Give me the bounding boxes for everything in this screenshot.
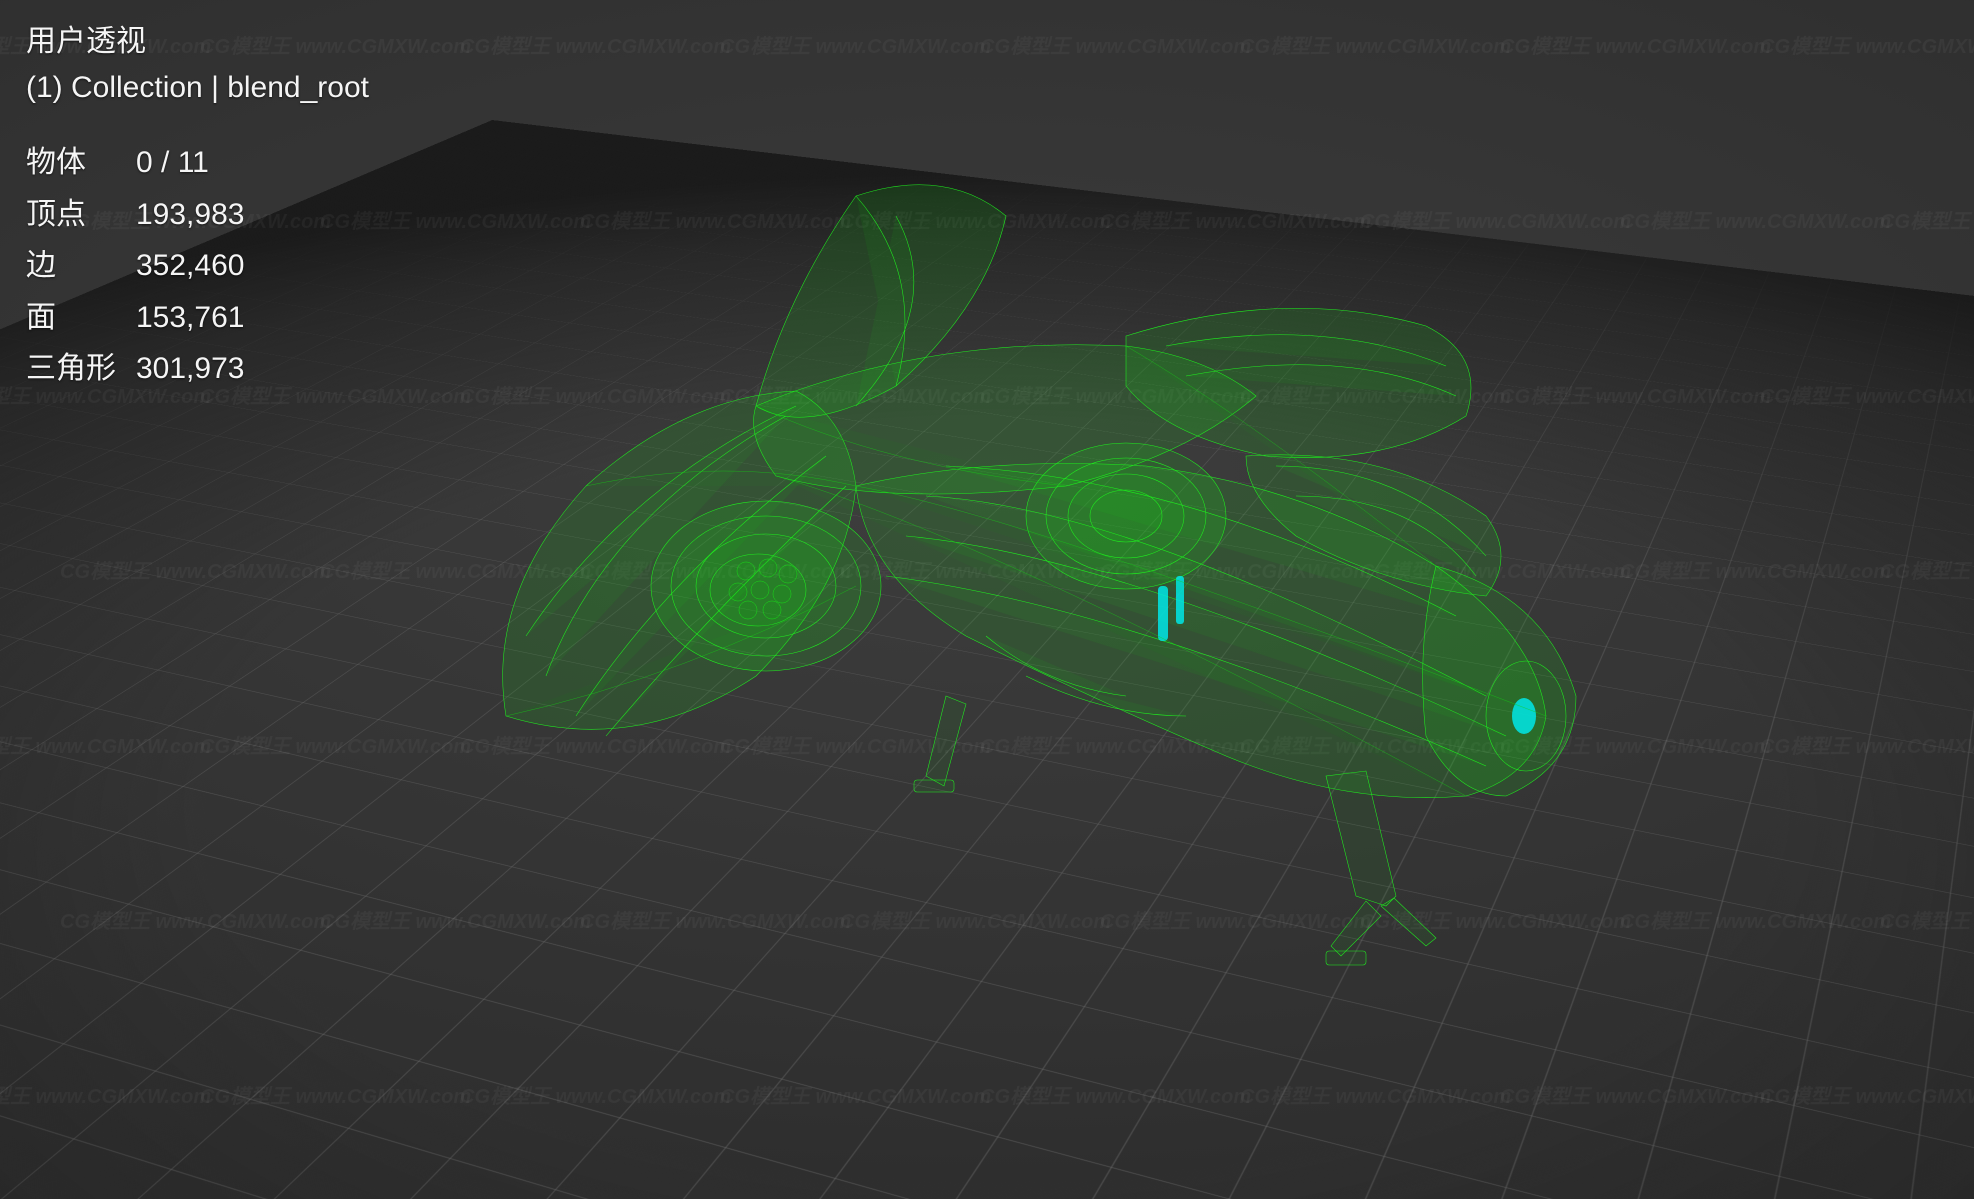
watermark-text: CG模型王 www.CGMXW.com	[980, 30, 1251, 59]
stats-row: 面153,761	[26, 292, 244, 344]
stats-value: 0 / 11	[136, 137, 244, 189]
stats-label: 边	[26, 240, 136, 292]
view-mode-label: 用户透视	[26, 20, 369, 64]
collection-path: (1) Collection | blend_root	[26, 66, 369, 110]
watermark-text: CG模型王 www.CGMXW.com	[460, 30, 731, 59]
stats-overlay: 用户透视 (1) Collection | blend_root 物体0 / 1…	[26, 20, 369, 395]
stats-value: 193,983	[136, 189, 244, 241]
stats-value: 301,973	[136, 343, 244, 395]
stats-label: 物体	[26, 137, 136, 189]
stats-value: 153,761	[136, 292, 244, 344]
watermark-text: CG模型王 www.CGMXW.com	[1880, 205, 1974, 234]
stats-table: 物体0 / 11顶点193,983边352,460面153,761三角形301,…	[26, 137, 244, 395]
watermark-text: CG模型王 www.CGMXW.com	[1240, 30, 1511, 59]
stats-row: 顶点193,983	[26, 189, 244, 241]
stats-row: 三角形301,973	[26, 343, 244, 395]
watermark-text: CG模型王 www.CGMXW.com	[1500, 30, 1771, 59]
stats-label: 顶点	[26, 189, 136, 241]
stats-label: 三角形	[26, 343, 136, 395]
stats-value: 352,460	[136, 240, 244, 292]
stats-row: 边352,460	[26, 240, 244, 292]
viewport-3d[interactable]: CG模型王 www.CGMXW.comCG模型王 www.CGMXW.comCG…	[0, 0, 1974, 1199]
watermark-text: CG模型王 www.CGMXW.com	[1620, 205, 1891, 234]
watermark-text: CG模型王 www.CGMXW.com	[1760, 30, 1974, 59]
stats-row: 物体0 / 11	[26, 137, 244, 189]
stats-label: 面	[26, 292, 136, 344]
watermark-text: CG模型王 www.CGMXW.com	[720, 30, 991, 59]
